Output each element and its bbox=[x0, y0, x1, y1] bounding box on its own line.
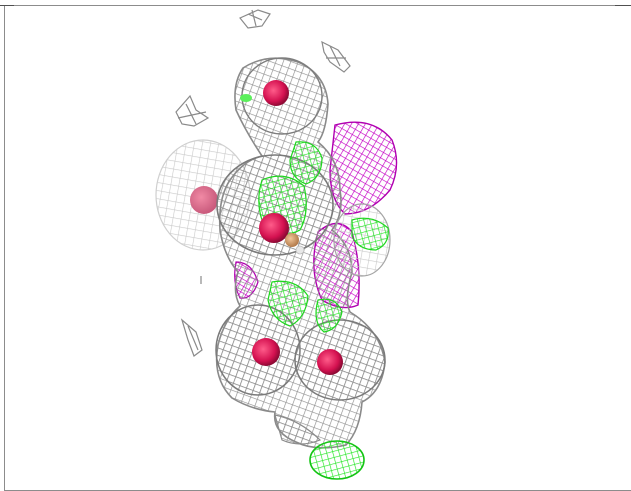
green-density-blob-bottom bbox=[309, 440, 365, 480]
viewer-frame-top bbox=[0, 5, 631, 6]
atom-oxygen-lower-right bbox=[317, 349, 343, 375]
viewer-frame-left bbox=[4, 5, 5, 491]
atom-oxygen-lower-left bbox=[252, 338, 280, 366]
frame-corner-tick-right bbox=[615, 5, 631, 6]
atom-oxygen-faded bbox=[190, 186, 218, 214]
atom-spheres bbox=[252, 80, 343, 375]
atom-carbon-center bbox=[285, 233, 299, 247]
difference-density-positive bbox=[240, 94, 389, 480]
atom-oxygen-center bbox=[259, 213, 289, 243]
mesh-fragments bbox=[175, 9, 351, 357]
frame-corner-tick-left bbox=[0, 5, 14, 6]
atom-oxygen-top bbox=[263, 80, 289, 106]
